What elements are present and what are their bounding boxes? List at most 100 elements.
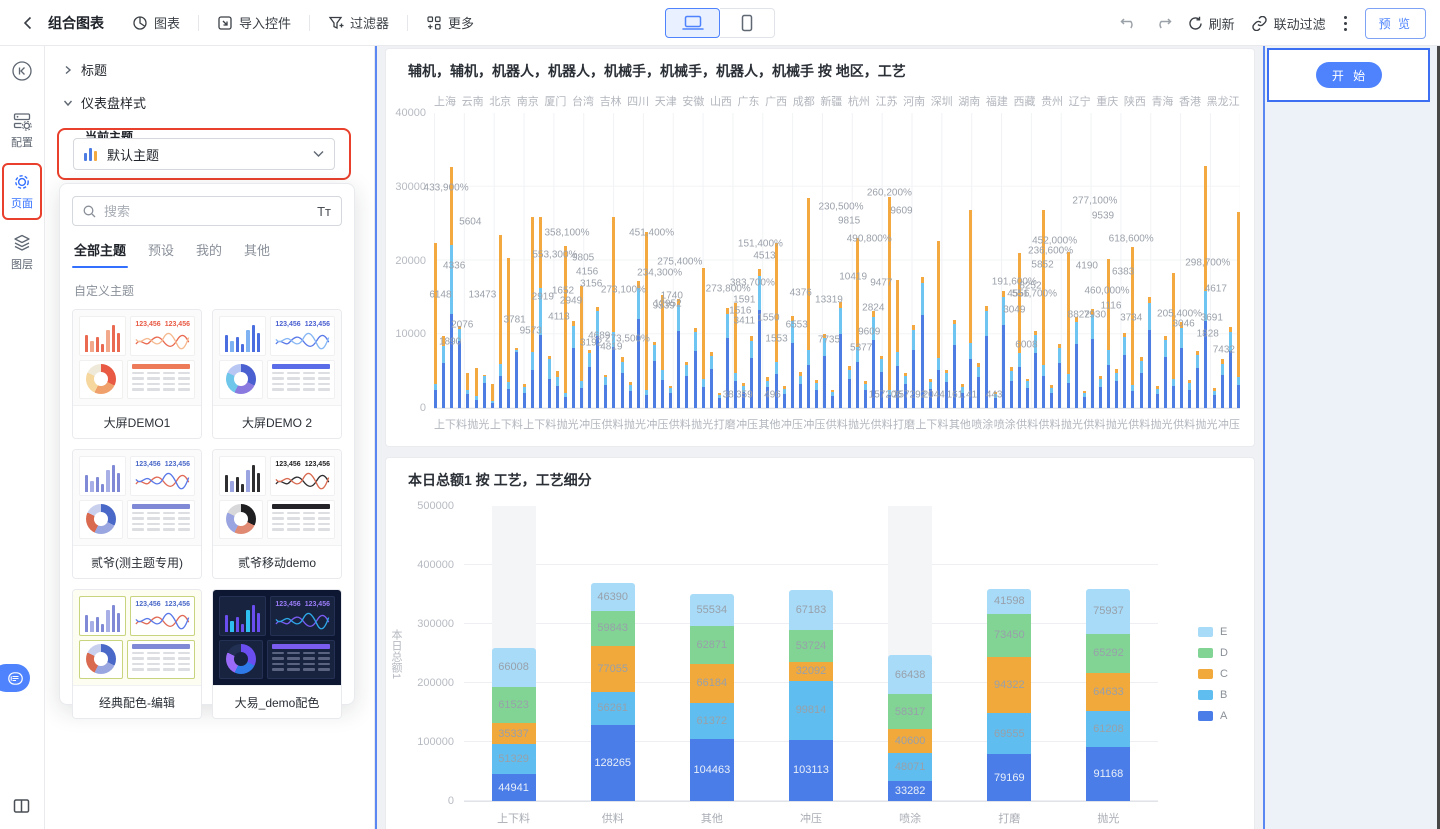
bar[interactable] bbox=[912, 113, 916, 408]
stack-segment-C[interactable]: 66184 bbox=[689, 663, 734, 703]
bar[interactable] bbox=[612, 113, 616, 408]
bar-column[interactable]: 41598 73450 94322 69555 79169 bbox=[960, 506, 1059, 801]
bar[interactable] bbox=[953, 113, 956, 408]
bar[interactable] bbox=[790, 113, 794, 408]
more-button[interactable]: 更多 bbox=[412, 8, 488, 38]
back-icon[interactable] bbox=[16, 11, 40, 35]
bar[interactable] bbox=[742, 113, 746, 408]
bar[interactable] bbox=[725, 113, 729, 408]
bar[interactable] bbox=[904, 113, 908, 408]
bar[interactable] bbox=[961, 113, 965, 408]
bar[interactable] bbox=[1188, 113, 1192, 408]
bar[interactable] bbox=[863, 113, 867, 408]
bar[interactable] bbox=[563, 113, 567, 408]
bar[interactable] bbox=[1155, 113, 1159, 408]
legend-item-D[interactable]: D bbox=[1198, 647, 1228, 659]
bar[interactable] bbox=[717, 113, 721, 408]
bar[interactable] bbox=[985, 113, 989, 408]
bar[interactable] bbox=[685, 113, 689, 408]
stack-segment-D[interactable]: 65292 bbox=[1086, 633, 1131, 673]
tab-mine[interactable]: 我的 bbox=[196, 243, 223, 258]
stack-segment-E[interactable]: 67183 bbox=[788, 590, 833, 631]
bar[interactable] bbox=[490, 113, 494, 408]
bar[interactable] bbox=[661, 113, 665, 408]
sidebar-item-layers[interactable]: 图层 bbox=[2, 226, 42, 279]
bar[interactable] bbox=[523, 113, 527, 408]
bar[interactable] bbox=[1025, 113, 1029, 408]
bar[interactable] bbox=[506, 113, 510, 408]
chart1-plot-area[interactable]: 40000 30000 20000 10000 0 433,900% 5604 6148 134… bbox=[395, 107, 1240, 414]
bar[interactable] bbox=[1196, 113, 1200, 408]
bar[interactable] bbox=[1017, 113, 1021, 408]
bar[interactable] bbox=[531, 113, 535, 408]
bar[interactable] bbox=[969, 113, 973, 408]
chart2-plot-area[interactable]: 本日总额1 500000 400000 300000 200000 100000 0 660… bbox=[390, 500, 1158, 807]
bar[interactable] bbox=[1131, 113, 1135, 408]
stack-segment-B[interactable]: 61208 bbox=[1086, 710, 1131, 748]
stack-segment-C[interactable]: 64633 bbox=[1086, 672, 1131, 711]
bar[interactable] bbox=[1090, 113, 1094, 408]
bar[interactable] bbox=[1147, 113, 1151, 408]
stack-segment-B[interactable]: 99814 bbox=[788, 680, 833, 740]
chart-card-stacked-bar[interactable]: 本日总额1 按 工艺，工艺细分 本日总额1 500000 400000 300000… bbox=[385, 457, 1255, 829]
bar[interactable] bbox=[466, 113, 470, 408]
bar[interactable] bbox=[1115, 113, 1119, 408]
assistant-pill-button[interactable] bbox=[0, 664, 30, 692]
bar[interactable] bbox=[1058, 113, 1062, 408]
bar[interactable] bbox=[442, 113, 446, 408]
search-input[interactable] bbox=[104, 203, 310, 219]
legend-item-E[interactable]: E bbox=[1198, 626, 1228, 638]
bar[interactable] bbox=[450, 113, 454, 408]
stack-segment-E[interactable]: 66008 bbox=[491, 647, 536, 687]
stack-segment-B[interactable]: 61372 bbox=[689, 702, 734, 740]
bar[interactable] bbox=[620, 113, 624, 408]
stack-segment-A[interactable]: 91168 bbox=[1086, 747, 1131, 801]
bar[interactable] bbox=[823, 113, 827, 408]
tab-preset[interactable]: 预设 bbox=[148, 243, 175, 258]
bar-column[interactable]: 67183 53724 32092 99814 103113 bbox=[761, 506, 860, 801]
collapse-panel-icon[interactable] bbox=[11, 60, 33, 82]
theme-card[interactable]: 123,456 123,456 贰爷移动demo bbox=[212, 449, 342, 579]
bar[interactable] bbox=[1123, 113, 1127, 408]
bar-column[interactable]: 66008 61523 35337 51329 44941 bbox=[464, 506, 563, 801]
bar[interactable] bbox=[604, 113, 608, 408]
stack-segment-B[interactable]: 69555 bbox=[987, 712, 1032, 755]
bar[interactable] bbox=[936, 113, 940, 408]
bar[interactable] bbox=[944, 113, 948, 408]
theme-card[interactable]: 123,456 123,456 经典配色-编辑 bbox=[72, 589, 202, 719]
bar[interactable] bbox=[774, 113, 778, 408]
stack-segment-D[interactable]: 73450 bbox=[987, 613, 1032, 658]
desktop-view-button[interactable] bbox=[665, 8, 720, 38]
stack-segment-C[interactable]: 77055 bbox=[590, 646, 635, 692]
bar[interactable] bbox=[993, 113, 997, 408]
stack-segment-A[interactable]: 103113 bbox=[788, 739, 833, 801]
sidebar-item-page[interactable]: 页面 bbox=[2, 163, 42, 220]
bar[interactable] bbox=[798, 113, 802, 408]
filter-button[interactable]: 过滤器 bbox=[314, 8, 403, 38]
import-widget-button[interactable]: 导入控件 bbox=[203, 8, 305, 38]
stack-segment-B[interactable]: 56261 bbox=[590, 691, 635, 726]
stack-segment-B[interactable]: 48071 bbox=[888, 752, 933, 782]
bar[interactable] bbox=[920, 113, 924, 408]
stack-segment-E[interactable]: 46390 bbox=[590, 583, 635, 611]
bar[interactable] bbox=[815, 113, 819, 408]
section-title-row[interactable]: 标题 bbox=[45, 46, 374, 79]
sidebar-item-config[interactable]: 配置 bbox=[2, 104, 42, 157]
bar[interactable] bbox=[1139, 113, 1143, 408]
stack-segment-E[interactable]: 41598 bbox=[987, 589, 1032, 614]
theme-card[interactable]: 123,456 123,456 大易_demo配色 bbox=[212, 589, 342, 719]
stack-segment-C[interactable]: 94322 bbox=[987, 657, 1032, 713]
bar[interactable] bbox=[896, 113, 900, 408]
bar[interactable] bbox=[871, 113, 875, 408]
bar[interactable] bbox=[1009, 113, 1013, 408]
toggle-sidebar-icon[interactable] bbox=[13, 798, 30, 819]
legend-item-B[interactable]: B bbox=[1198, 689, 1228, 701]
theme-select[interactable]: 默认主题 bbox=[73, 138, 335, 170]
bar[interactable] bbox=[644, 113, 648, 408]
bar[interactable] bbox=[977, 113, 981, 408]
text-size-icon[interactable]: Tт bbox=[317, 203, 331, 219]
bar[interactable] bbox=[855, 113, 859, 408]
start-widget-card[interactable]: 开 始 bbox=[1267, 48, 1430, 102]
bar[interactable] bbox=[547, 113, 551, 408]
bar-column[interactable]: 66438 58317 40600 48071 33282 bbox=[861, 506, 960, 801]
